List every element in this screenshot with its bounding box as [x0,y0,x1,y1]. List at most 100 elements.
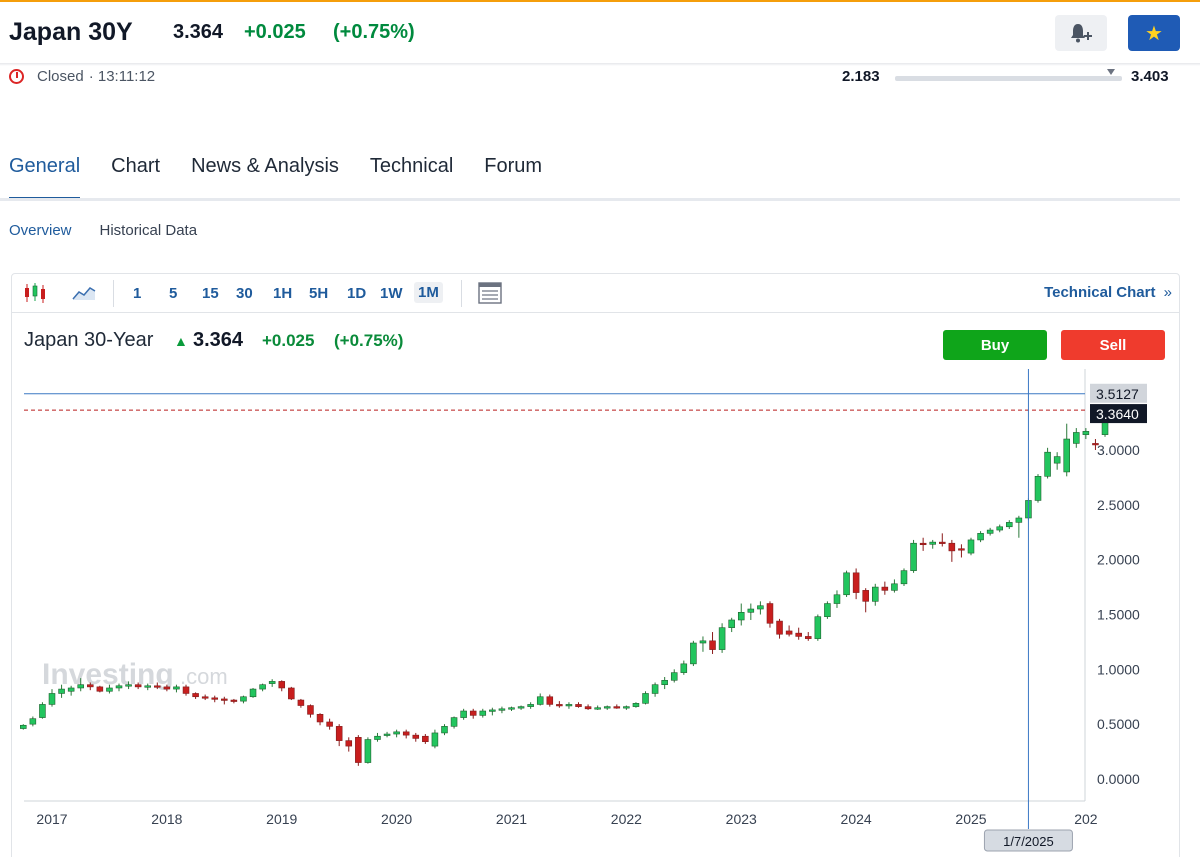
candle-body [106,687,113,692]
candle-body [527,704,534,707]
candle-body [1015,517,1023,523]
x-tick-label: 2022 [611,811,642,827]
candlestick-chart-type-button[interactable] [21,280,49,306]
bell-plus-icon [1071,24,1092,43]
candle-body [642,693,649,704]
toolbar-separator [461,280,462,307]
candle-body [441,726,448,734]
candle-body [20,724,27,729]
candle-body [737,612,745,621]
candle-body [766,603,774,624]
interval-1[interactable]: 1 [133,285,142,302]
x-tick-label: 2019 [266,811,297,827]
add-to-watchlist-button[interactable]: ★ [1128,15,1180,51]
tab-general[interactable]: General [9,153,81,201]
interval-1h[interactable]: 1H [273,285,293,302]
technical-chart-link-label: Technical Chart [1044,284,1156,301]
clock-icon [9,69,24,84]
day-range-marker [1106,69,1115,75]
main-tabs: General Chart News & Analysis Technical … [9,153,573,201]
candle-body [804,636,812,639]
candle-body [613,706,621,709]
investing-watermark: Investing [42,658,174,691]
market-status: Closed · 13:11:12 [9,68,155,85]
candlestick-icon [25,283,45,303]
candle-body [355,737,362,763]
instrument-price: 3.364 [173,21,224,43]
candle-body [431,732,439,747]
candle-body [87,684,94,688]
chart-change-percent: (+0.75%) [334,331,404,350]
tab-technical[interactable]: Technical [369,155,454,177]
interval-1m[interactable]: 1M [414,282,443,303]
candle-body [747,608,755,613]
create-alert-button[interactable] [1055,15,1107,51]
area-chart-icon [72,287,96,300]
candle-body [862,590,869,602]
sell-button[interactable]: Sell [1061,330,1165,360]
tab-chart[interactable]: Chart [111,155,161,177]
x-tick-label: 2020 [381,811,412,827]
candle-body [58,688,65,694]
candle-body [843,572,850,596]
candle-body [1053,456,1061,464]
candle-body [795,632,802,637]
interval-1w[interactable]: 1W [380,285,403,302]
candle-body [1092,443,1099,446]
candle-body [48,693,56,705]
candle-body [479,710,487,716]
x-tick-label: 2018 [151,811,182,827]
area-chart-type-button[interactable] [70,280,98,306]
candle-body [833,594,841,604]
candle-body [1063,438,1070,473]
candle-body [651,684,659,694]
interval-5h[interactable]: 5H [309,285,329,302]
instrument-title: Japan 30Y [9,18,133,46]
candle-body [910,542,917,571]
candle-body [670,672,678,681]
candle-body [709,640,716,650]
candle-body [77,684,84,689]
crosshair-date-box [983,829,1073,852]
candle-body [144,685,151,688]
interval-15[interactable]: 15 [202,285,219,302]
candle-body [594,707,601,710]
candle-body [134,684,142,688]
interval-5[interactable]: 5 [169,285,178,302]
table-layout-icon [478,282,502,304]
candle-body [249,688,257,698]
interval-30[interactable]: 30 [236,285,253,302]
subtab-overview[interactable]: Overview [9,222,72,239]
chart-settings-button[interactable] [476,280,504,306]
candle-body [757,605,764,610]
chart-price: 3.364 [193,329,244,351]
candle-body [958,548,965,551]
buy-button[interactable]: Buy [943,330,1047,360]
candle-body [872,586,879,602]
candle-body [498,708,506,711]
subtab-historical-data[interactable]: Historical Data [99,222,198,239]
chevron-right-icon: » [1163,284,1172,301]
candle-body [661,679,668,685]
instrument-change: +0.025 [244,21,306,43]
y-tick-label: 2.0000 [1097,552,1140,568]
candle-body [948,542,956,552]
candle-body [450,717,458,727]
tab-forum[interactable]: Forum [484,155,543,177]
candle-body [163,686,171,690]
candle-body [1082,431,1090,435]
candle-body [556,704,563,707]
tab-news-analysis[interactable]: News & Analysis [191,155,339,177]
interval-1d[interactable]: 1D [347,285,367,302]
candle-body [939,541,946,544]
candle-body [584,706,592,710]
candle-body [546,696,554,705]
candle-body [967,539,975,554]
technical-chart-link[interactable]: Technical Chart » [1044,284,1172,301]
y-tick-label: 2.5000 [1097,497,1140,513]
candle-body [460,710,467,718]
candle-body [201,696,209,699]
candle-body [603,706,611,709]
x-tick-label: 2017 [36,811,67,827]
